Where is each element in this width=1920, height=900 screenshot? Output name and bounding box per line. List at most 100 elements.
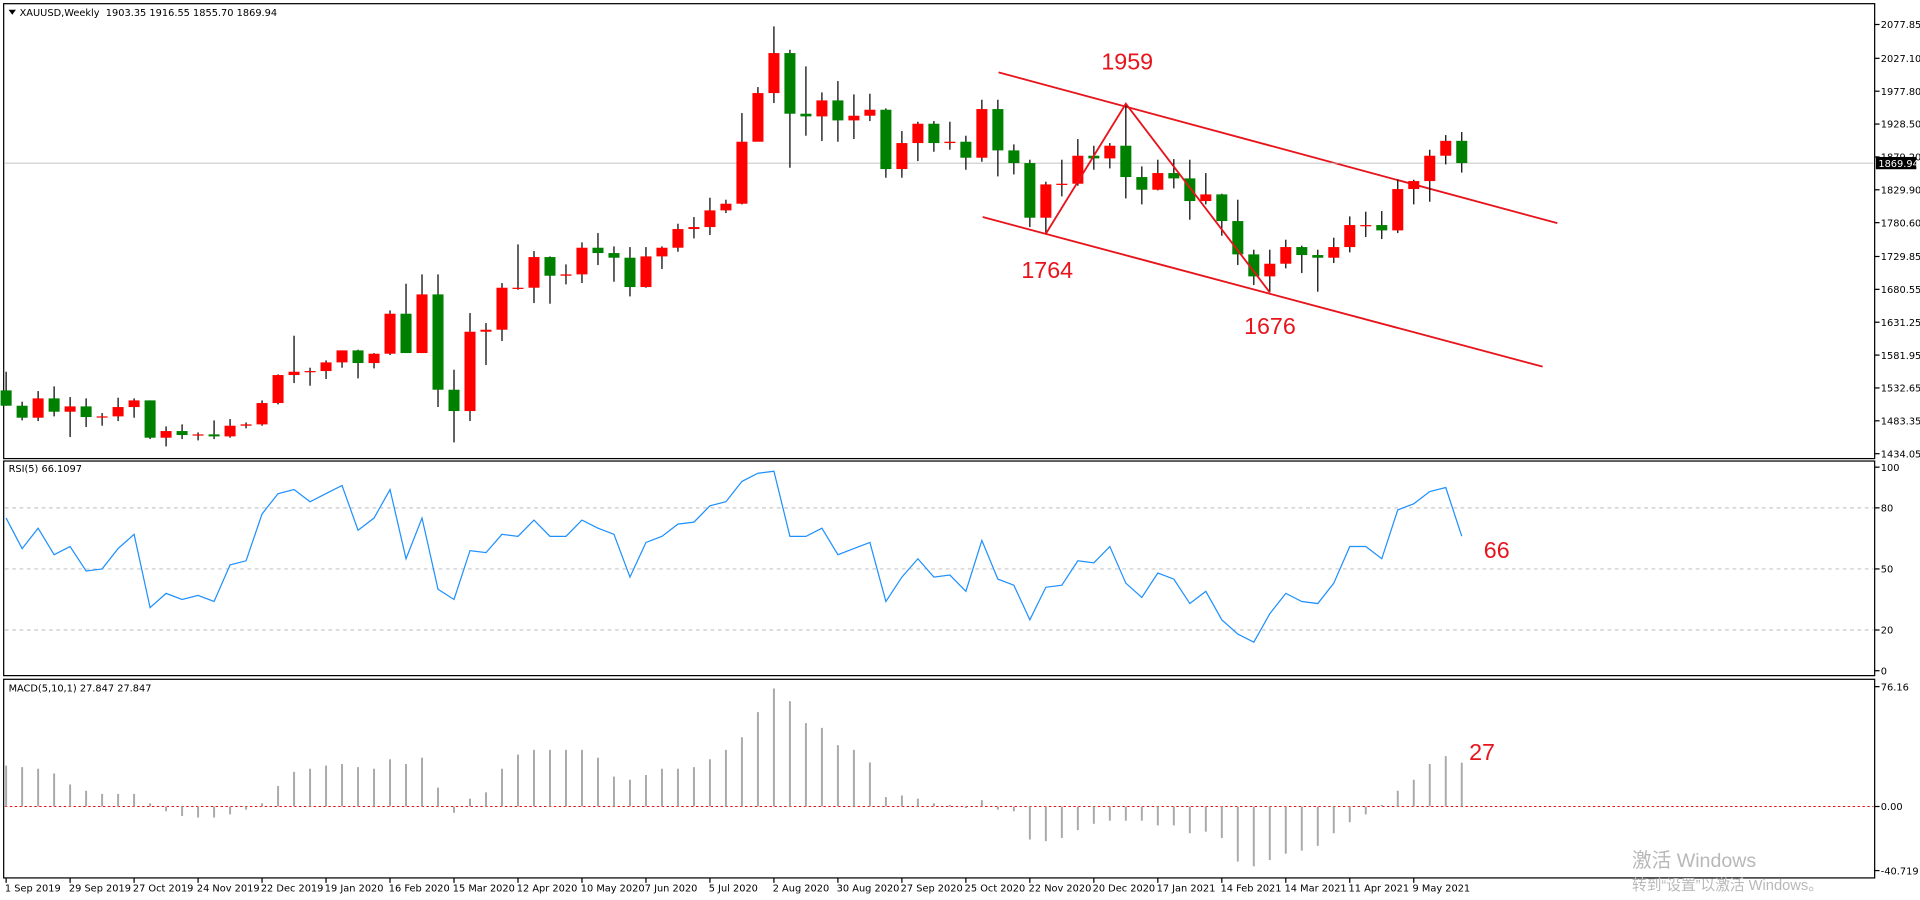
candle-body xyxy=(1120,145,1132,178)
candle-body xyxy=(656,247,668,257)
x-tick-label: 9 May 2021 xyxy=(1413,883,1471,894)
x-tick-label: 5 Jul 2020 xyxy=(709,883,758,894)
y-tick-label: 76.16 xyxy=(1881,682,1909,693)
x-tick-label: 19 Jan 2020 xyxy=(325,883,384,894)
y-tick-label: 1829.90 xyxy=(1881,185,1920,196)
watermark-line: 激活 Windows xyxy=(1632,850,1756,872)
candle-body xyxy=(1344,225,1356,248)
candle-body xyxy=(592,247,604,254)
y-tick-label: 1532.65 xyxy=(1881,384,1920,395)
candle-body xyxy=(1024,163,1036,218)
candle-body xyxy=(576,247,588,275)
candle-body xyxy=(1136,177,1148,190)
candle-body xyxy=(528,257,540,288)
y-tick-label: 1977.80 xyxy=(1881,87,1920,98)
candle-body xyxy=(1296,247,1308,256)
x-tick-label: 17 Jan 2021 xyxy=(1157,883,1216,894)
candle-body xyxy=(1408,181,1420,190)
candle-body xyxy=(992,109,1004,151)
y-tick-label: 1434.05 xyxy=(1881,449,1920,460)
swing-label: 1764 xyxy=(1021,257,1073,283)
candle-body xyxy=(368,353,380,364)
y-tick-label: 1581.95 xyxy=(1881,351,1920,362)
x-tick-label: 22 Dec 2019 xyxy=(261,883,324,894)
y-tick-label: 0.00 xyxy=(1881,802,1903,813)
macd-annotation: 27 xyxy=(1469,739,1495,765)
candle-body xyxy=(1072,155,1084,184)
y-tick-label: 1680.55 xyxy=(1881,285,1920,296)
candle-body xyxy=(768,53,780,94)
candle-body xyxy=(720,203,732,211)
candle-body xyxy=(304,371,316,373)
y-tick-label: 1928.50 xyxy=(1881,120,1920,131)
candle-body xyxy=(48,398,60,412)
candle-body xyxy=(464,331,476,412)
candle-body xyxy=(128,400,140,408)
candle-body xyxy=(1232,221,1244,255)
x-tick-label: 29 Sep 2019 xyxy=(69,883,131,894)
candle-body xyxy=(1312,255,1324,258)
x-tick-label: 10 May 2020 xyxy=(581,883,645,894)
zigzag-line xyxy=(1045,102,1271,293)
rsi-line xyxy=(5,470,1463,644)
y-tick-label: 50 xyxy=(1881,565,1893,576)
candle-body xyxy=(1248,254,1260,277)
candle-body xyxy=(1440,140,1452,156)
candle-body xyxy=(800,113,812,117)
candle-body xyxy=(432,294,444,390)
candle-body xyxy=(1184,178,1196,202)
swing-label: 1959 xyxy=(1101,48,1153,74)
candle-body xyxy=(832,100,844,121)
candle-body xyxy=(624,257,636,288)
candle-body xyxy=(944,141,956,144)
channel-lower xyxy=(982,216,1543,368)
price-title: XAUUSD,Weekly 1903.35 1916.55 1855.70 18… xyxy=(20,8,278,19)
candle-body xyxy=(864,109,876,116)
candle-body xyxy=(80,406,92,418)
candle-body xyxy=(1104,145,1116,159)
candle-body xyxy=(784,53,796,114)
current-price-box xyxy=(1875,156,1917,170)
candle-body xyxy=(320,362,332,372)
candle-body xyxy=(544,257,556,276)
candle-body xyxy=(1008,150,1020,164)
current-price-label: 1869.94 xyxy=(1878,159,1919,170)
x-tick-label: 25 Oct 2020 xyxy=(965,883,1026,894)
candle-body xyxy=(1264,263,1276,277)
candle-body xyxy=(816,100,828,117)
candle-body xyxy=(336,350,348,363)
menu-arrow[interactable] xyxy=(8,9,16,15)
candle-body xyxy=(1376,225,1388,231)
candle-body xyxy=(960,141,972,158)
candle-body xyxy=(448,389,460,412)
x-tick-label: 14 Mar 2021 xyxy=(1285,883,1347,894)
candle-body xyxy=(112,407,124,417)
rsi-annotation: 66 xyxy=(1484,537,1510,563)
candle-body xyxy=(704,210,716,228)
candle-body xyxy=(688,227,700,230)
x-tick-label: 20 Dec 2020 xyxy=(1093,883,1156,894)
candle-body xyxy=(672,229,684,248)
candle-body xyxy=(416,294,428,354)
candle-body xyxy=(176,431,188,436)
candle-body xyxy=(144,400,156,438)
candle-body xyxy=(1280,247,1292,264)
candle-body xyxy=(96,416,108,418)
y-tick-label: 0 xyxy=(1881,666,1887,677)
candle-body xyxy=(512,287,524,289)
candle-body xyxy=(496,287,508,330)
y-tick-label: 1483.35 xyxy=(1881,416,1920,427)
candle-body xyxy=(736,141,748,204)
candle-body xyxy=(976,109,988,158)
watermark-line: 转到“设置”以激活 Windows。 xyxy=(1632,877,1823,894)
candle-body xyxy=(400,313,412,354)
x-tick-label: 27 Oct 2019 xyxy=(133,883,194,894)
candle-body xyxy=(224,425,236,437)
macd-panel xyxy=(3,678,1876,879)
x-tick-label: 11 Apr 2021 xyxy=(1349,883,1410,894)
macd-title: MACD(5,10,1) 27.847 27.847 xyxy=(9,684,152,695)
x-tick-label: 12 Apr 2020 xyxy=(517,883,578,894)
candle-body xyxy=(608,253,620,258)
candle-body xyxy=(1216,194,1228,222)
